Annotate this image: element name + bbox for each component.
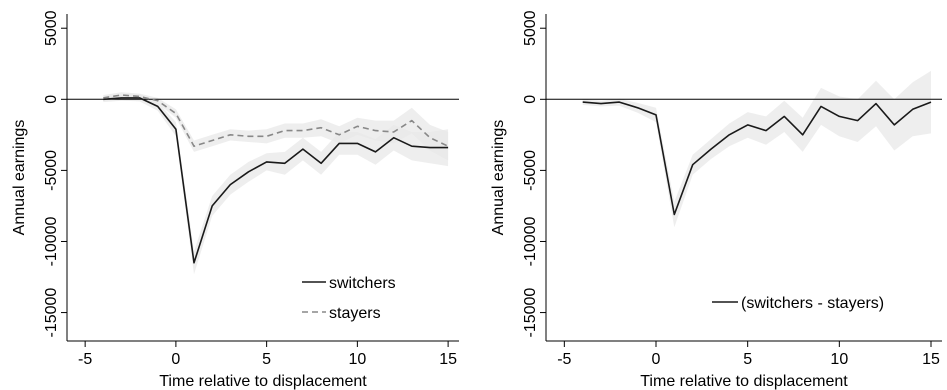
legend-label-2: stayers bbox=[329, 305, 381, 322]
x-tick-label: -5 bbox=[557, 351, 571, 368]
x-tick-label: -5 bbox=[78, 351, 92, 368]
x-tick-label: 15 bbox=[922, 351, 940, 368]
y-tick-label: -10000 bbox=[522, 216, 539, 266]
x-tick-label: 5 bbox=[262, 351, 271, 368]
series-line-1 bbox=[103, 97, 449, 264]
y-tick-label: 0 bbox=[522, 95, 539, 104]
x-tick-label: 10 bbox=[830, 351, 848, 368]
legend-label-1: switchers bbox=[329, 275, 396, 292]
y-tick-label: -15000 bbox=[522, 288, 539, 338]
x-tick-label: 0 bbox=[171, 351, 180, 368]
series-line-1 bbox=[582, 101, 932, 216]
y-tick-label: -15000 bbox=[43, 288, 60, 338]
x-axis-title: Time relative to displacement bbox=[640, 373, 848, 390]
y-tick-label: 5000 bbox=[522, 10, 539, 46]
y-axis-title: Annual earnings bbox=[11, 120, 28, 236]
x-tick-label: 15 bbox=[439, 351, 457, 368]
x-axis-title: Time relative to displacement bbox=[159, 373, 367, 390]
legend-label-1: (switchers - stayers) bbox=[741, 295, 884, 312]
panel-left-chart: 5000 0 -5000 -10000 -15000 -5 0 5 10 15 Time relat… bbox=[11, 10, 459, 390]
y-tick-label: 5000 bbox=[43, 10, 60, 46]
y-tick-label: -5000 bbox=[43, 150, 60, 191]
y-axis-title: Annual earnings bbox=[490, 120, 507, 236]
y-tick-label: -5000 bbox=[522, 150, 539, 191]
x-tick-label: 0 bbox=[652, 351, 661, 368]
confidence-band-1 bbox=[582, 70, 931, 228]
y-tick-label: 0 bbox=[43, 95, 60, 104]
x-tick-label: 10 bbox=[348, 351, 366, 368]
confidence-band-2 bbox=[103, 92, 449, 161]
panel-right-chart: 5000 0 -5000 -10000 -15000 -5 0 5 10 15 Time relat… bbox=[490, 10, 942, 390]
y-tick-label: -10000 bbox=[43, 216, 60, 266]
x-tick-label: 5 bbox=[743, 351, 752, 368]
